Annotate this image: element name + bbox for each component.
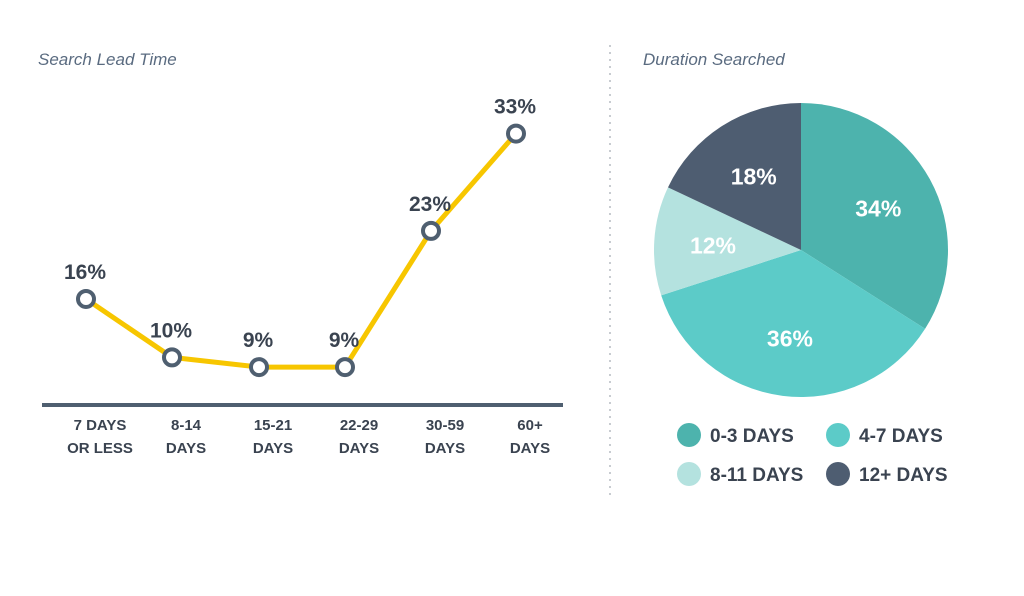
pie-chart-title: Duration Searched <box>643 50 785 69</box>
legend-label: 12+ DAYS <box>859 465 948 486</box>
legend-swatch <box>677 462 701 486</box>
data-label: 10% <box>150 319 192 342</box>
line-series <box>83 131 519 370</box>
legend-swatch <box>826 423 850 447</box>
pie-slice <box>667 103 801 250</box>
x-tick-label: OR LESS <box>67 440 133 457</box>
data-point <box>249 357 269 378</box>
legend-label: 8-11 DAYS <box>710 465 803 486</box>
pie-slice-label: 12% <box>690 232 736 258</box>
legend-label: 0-3 DAYS <box>710 426 794 447</box>
x-tick-label: DAYS <box>253 440 293 457</box>
data-point <box>506 123 526 144</box>
pie-legend: 0-3 DAYS 4-7 DAYS 8-11 DAYS 12+ DAYS <box>677 423 948 486</box>
line-value-labels: 16% 10% 9% 9% 23% 33% <box>64 96 536 353</box>
x-tick-label: DAYS <box>166 440 206 457</box>
pie-slice-label: 34% <box>855 196 901 222</box>
pie-value-labels: 34% 36% 12% 18% <box>690 164 901 352</box>
data-label: 9% <box>329 329 360 352</box>
x-axis-tick-labels: 7 DAYS OR LESS 8-14 DAYS 15-21 DAYS 22-29 DAYS 3… <box>67 417 550 457</box>
pie-slice <box>801 103 948 329</box>
x-tick-label: 22-29 <box>340 417 378 434</box>
x-tick-label: 15-21 <box>254 417 292 434</box>
data-point <box>421 220 441 241</box>
pie-slice <box>654 187 801 296</box>
x-tick-label: 30-59 <box>426 417 464 434</box>
x-tick-label: 8-14 <box>171 417 202 434</box>
data-label: 9% <box>243 329 274 352</box>
x-tick-label: DAYS <box>510 440 550 457</box>
line-points <box>76 123 526 378</box>
line-chart-title: Search Lead Time <box>38 50 177 69</box>
pie-slices <box>654 103 948 398</box>
pie-slice-label: 36% <box>767 326 813 352</box>
pie-slice-label: 18% <box>731 164 777 190</box>
line-series-path <box>83 131 519 370</box>
pie-slice <box>661 250 926 398</box>
data-label: 33% <box>494 96 536 119</box>
data-point <box>335 357 355 378</box>
x-tick-label: DAYS <box>425 440 465 457</box>
legend-swatch <box>826 462 850 486</box>
data-point <box>162 347 182 368</box>
x-tick-label: DAYS <box>339 440 379 457</box>
x-tick-label: 7 DAYS <box>74 417 127 434</box>
data-label: 23% <box>409 193 451 216</box>
data-point <box>76 288 96 309</box>
legend-swatch <box>677 423 701 447</box>
legend-label: 4-7 DAYS <box>859 426 943 447</box>
x-tick-label: 60+ <box>517 417 543 434</box>
data-label: 16% <box>64 261 106 284</box>
